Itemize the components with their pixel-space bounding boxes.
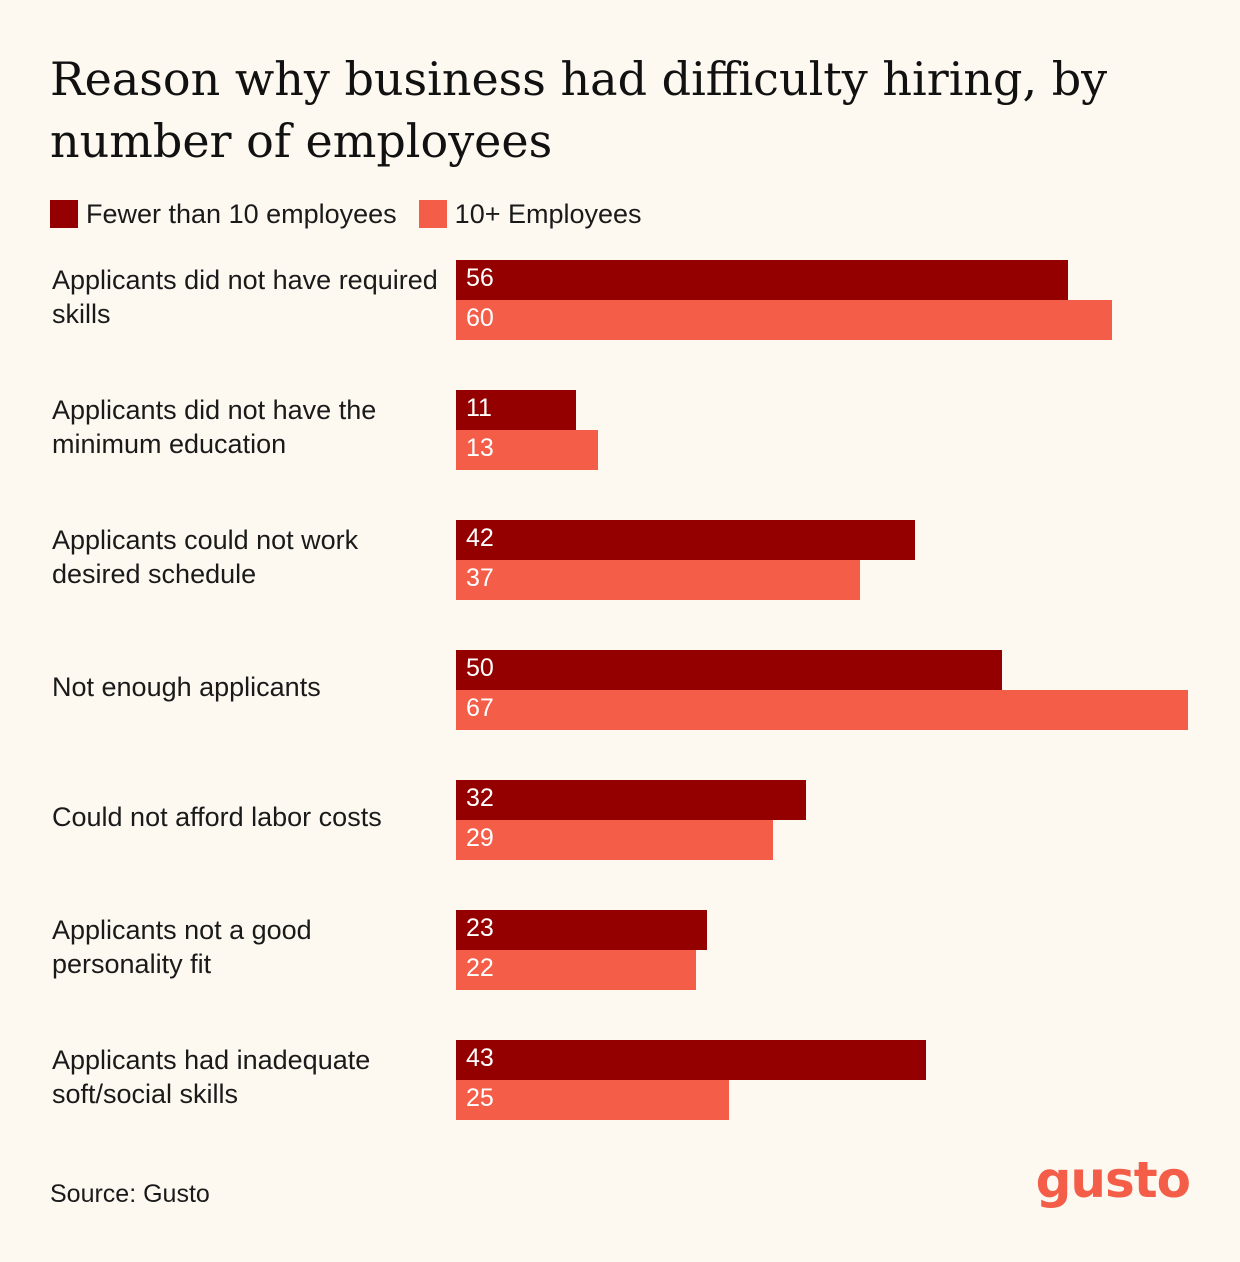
category-label: Applicants could not work desired schedu… [52,525,359,589]
bar-value-label: 60 [466,304,494,332]
gusto-logo: gusto [1035,1151,1191,1209]
category-label: Could not afford labor costs [52,802,382,832]
bar-value-label: 22 [466,954,494,982]
bar-value-label: 25 [466,1084,494,1112]
bar-value-label: 43 [466,1044,494,1072]
bar-value-label: 56 [466,264,494,292]
category-label: Applicants did not have the minimum educ… [52,395,377,459]
bar-10-plus [456,300,1112,340]
bar-value-label: 29 [466,824,494,852]
bar-fewer-than-10 [456,520,915,560]
bar-fewer-than-10 [456,910,707,950]
bar-fewer-than-10 [456,260,1068,300]
category-label: Applicants did not have required skills [52,265,438,329]
category-label: Not enough applicants [52,672,321,702]
legend: Fewer than 10 employees 10+ Employees [50,196,664,232]
legend-item-large: 10+ Employees [418,198,642,230]
bar-fewer-than-10 [456,390,576,430]
bar-value-label: 23 [466,914,494,942]
bar-fewer-than-10 [456,650,1002,690]
category-label: Applicants not a good personality fit [52,915,312,979]
bar-value-label: 50 [466,654,494,682]
bar-10-plus [456,820,773,860]
bar-value-label: 11 [466,394,492,422]
bar-10-plus [456,690,1188,730]
bar-value-label: 67 [466,694,494,722]
bar-10-plus [456,430,598,470]
category-label: Applicants had inadequate soft/social sk… [52,1045,371,1109]
legend-swatch-small [50,200,78,228]
bar-value-label: 13 [466,434,494,462]
legend-label-large: 10+ Employees [454,198,642,229]
bar-value-label: 37 [466,564,494,592]
legend-swatch-large [418,200,447,228]
bar-fewer-than-10 [456,780,806,820]
legend-item-small: Fewer than 10 employees [50,199,397,230]
source-note: Source: Gusto [50,1180,210,1208]
bar-10-plus [456,950,696,990]
bar-10-plus [456,1080,729,1120]
legend-label-small: Fewer than 10 employees [86,198,397,229]
bar-value-label: 42 [466,524,494,552]
bar-value-label: 32 [466,784,494,812]
bar-10-plus [456,560,860,600]
bar-fewer-than-10 [456,1040,926,1080]
chart-title: Reason why business had difficulty hirin… [50,52,1108,168]
